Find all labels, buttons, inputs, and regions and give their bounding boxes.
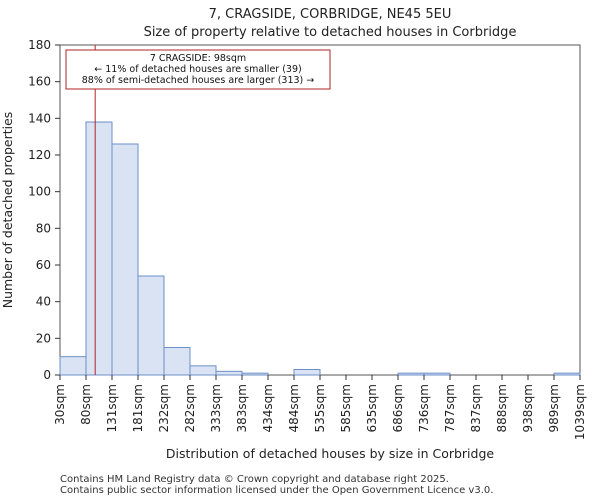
bar-80sqm: [85, 121, 113, 376]
y-tick-label: 120: [28, 148, 51, 162]
x-tick-label: 181sqm: [131, 384, 145, 432]
x-tick-label: 282sqm: [183, 384, 197, 432]
bar-484sqm: [293, 369, 321, 376]
x-tick-label: 232sqm: [157, 384, 171, 432]
y-tick-label: 140: [28, 111, 51, 125]
bars-group: [59, 121, 581, 376]
y-tick-label: 0: [43, 368, 51, 382]
bar-383sqm: [241, 372, 269, 376]
x-axis-label: Distribution of detached houses by size …: [166, 446, 494, 461]
x-tick-label: 686sqm: [391, 384, 405, 432]
bar-736sqm: [423, 372, 451, 376]
y-tick-label: 80: [36, 221, 51, 235]
y-tick-label: 160: [28, 75, 51, 89]
x-tick-label: 938sqm: [521, 384, 535, 432]
chart-title: 7, CRAGSIDE, CORBRIDGE, NE45 5EU: [209, 7, 452, 22]
y-axis-label: Number of detached properties: [0, 112, 15, 309]
y-axis-ticks: 0 20 40 60 80 100 120 140 160 180: [28, 38, 60, 382]
y-tick-label: 60: [36, 258, 51, 272]
x-tick-label: 989sqm: [547, 384, 561, 432]
y-tick-label: 100: [28, 185, 51, 199]
x-axis-ticks: 30sqm 80sqm 131sqm 181sqm 232sqm 282sqm 333sqm…: [53, 375, 587, 440]
bar-282sqm: [189, 365, 217, 376]
x-tick-label: 434sqm: [261, 384, 275, 432]
annotation-line-1: 7 CRAGSIDE: 98sqm: [150, 53, 246, 64]
annotation-line-3: 88% of semi-detached houses are larger (…: [82, 75, 315, 86]
bar-232sqm: [163, 347, 191, 376]
bar-181sqm: [137, 275, 165, 376]
x-tick-label: 80sqm: [79, 384, 93, 425]
x-tick-label: 535sqm: [313, 384, 327, 432]
footer-line-1: Contains HM Land Registry data © Crown c…: [60, 474, 449, 485]
y-tick-label: 180: [28, 38, 51, 52]
x-tick-label: 585sqm: [339, 384, 353, 432]
x-tick-label: 333sqm: [209, 384, 223, 432]
y-tick-label: 20: [36, 331, 51, 345]
x-tick-label: 30sqm: [53, 384, 67, 425]
x-tick-label: 484sqm: [287, 384, 301, 432]
footer-line-2: Contains public sector information licen…: [60, 485, 494, 496]
x-tick-label: 1039sqm: [573, 384, 587, 440]
bar-30sqm: [59, 356, 87, 376]
y-tick-label: 40: [36, 295, 51, 309]
x-tick-label: 787sqm: [443, 384, 457, 432]
bar-989sqm: [553, 372, 581, 376]
annotation-box: [65, 49, 331, 90]
bar-686sqm: [397, 372, 425, 376]
annotation-line-2: ← 11% of detached houses are smaller (39…: [94, 64, 301, 75]
x-tick-label: 888sqm: [495, 384, 509, 432]
x-tick-label: 131sqm: [105, 384, 119, 432]
x-tick-label: 837sqm: [469, 384, 483, 432]
x-tick-label: 383sqm: [235, 384, 249, 432]
bar-131sqm: [111, 143, 139, 376]
bar-333sqm: [215, 370, 243, 376]
x-tick-label: 635sqm: [365, 384, 379, 432]
chart-subtitle: Size of property relative to detached ho…: [144, 25, 517, 40]
property-marker: 7 CRAGSIDE: 98sqm← 11% of detached house…: [65, 45, 331, 375]
x-tick-label: 736sqm: [417, 384, 431, 432]
